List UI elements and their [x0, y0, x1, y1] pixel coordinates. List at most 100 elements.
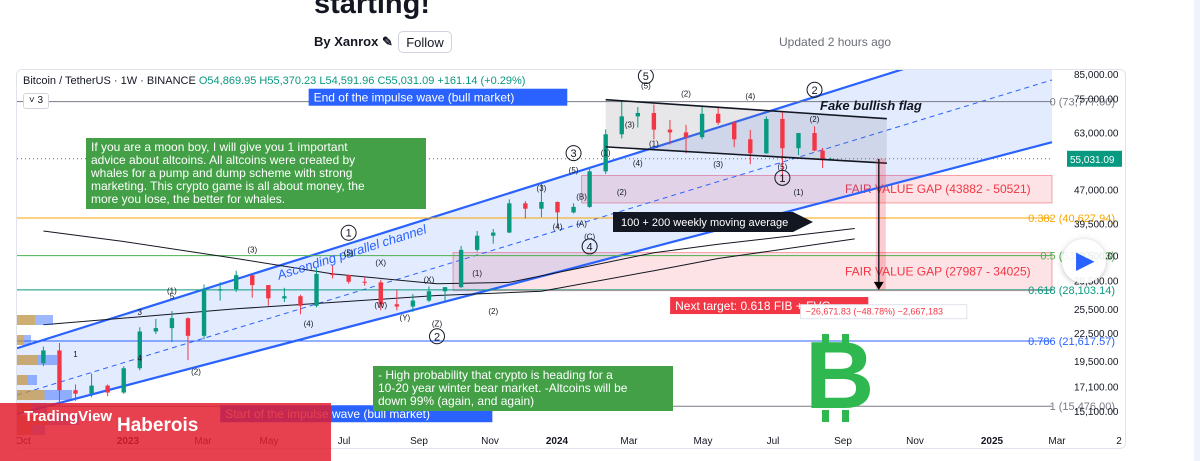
wave-label: 4: [587, 241, 593, 253]
candle-body: [603, 134, 608, 172]
candle-body: [314, 273, 319, 306]
wave-label: 1: [779, 173, 785, 185]
note-line: If you are a moon boy, I will give you 1…: [91, 140, 348, 154]
wave-circle: [565, 145, 582, 162]
candle-body: [282, 296, 287, 299]
wave-label: 5: [170, 292, 175, 301]
author-pen-icon: ✎: [381, 34, 393, 49]
play-button[interactable]: ▶: [1062, 239, 1106, 283]
volume-profile-bar: [17, 315, 35, 325]
note-text: - High probability that crypto is headin…: [378, 368, 628, 408]
candle-body: [153, 328, 159, 332]
wave-label: (3): [713, 160, 723, 169]
x-tick-label: May: [694, 436, 713, 447]
note-box: [373, 366, 673, 411]
y-tick-label: 17,100.00: [1074, 383, 1119, 394]
wave-label: (2): [810, 115, 820, 124]
watermark-handle: Haberois: [117, 415, 199, 436]
candle-body: [362, 281, 367, 283]
wave-label: (2): [617, 188, 627, 197]
candle-body: [523, 203, 528, 209]
updated-time: Updated 2 hours ago: [779, 35, 892, 49]
follow-button[interactable]: Follow: [398, 31, 452, 53]
volume-profile-bar: [17, 355, 37, 365]
y-tick-label: 29,500.00: [1074, 276, 1119, 287]
current-price-text: 55,031.09: [1070, 155, 1115, 166]
wave-label: (3): [247, 246, 257, 255]
wave-circle: [637, 70, 654, 85]
candle-body: [507, 203, 512, 233]
ma200-line: [43, 238, 855, 326]
wave-label: (1): [794, 188, 804, 197]
wave-label: (5): [344, 249, 354, 258]
page-scrollbar[interactable]: [1194, 0, 1200, 461]
wave-label: (C): [584, 232, 595, 241]
y-tick-label: 39,500.00: [1074, 219, 1119, 230]
y-tick-label: 63,000.00: [1074, 128, 1119, 139]
wave-label: 3: [570, 148, 576, 160]
wave-label: 4: [138, 354, 143, 363]
bitcoin-logo-bar: [842, 410, 849, 422]
author-line: By Xanrox ✎: [314, 34, 393, 50]
candle-body: [250, 275, 255, 286]
wave-circle: [340, 224, 357, 241]
post-title: starting!: [314, 0, 430, 20]
candle-body: [764, 118, 769, 154]
candle-body: [539, 201, 544, 209]
candle-body: [474, 235, 480, 250]
candle-body: [442, 287, 448, 292]
note-line: 10-20 year winter bear market. -Altcoins…: [378, 381, 628, 395]
bitcoin-logo-bar: [842, 334, 849, 346]
wave-label: 3: [138, 308, 143, 317]
candle-body: [587, 171, 592, 207]
wave-label: (1): [167, 286, 177, 295]
candle-body: [820, 150, 825, 160]
flag-bottom-line: [605, 146, 887, 165]
x-tick-label: Jul: [767, 436, 780, 447]
fvg-label: FAIR VALUE GAP (43882 - 50521): [845, 182, 1031, 196]
play-icon: ▶: [1076, 247, 1095, 274]
projection-arrow-head: [873, 281, 884, 290]
x-tick-label: 2024: [546, 436, 569, 447]
fib-level-label: 0.618 (28,103.14): [1028, 285, 1115, 297]
x-tick-label: Nov: [906, 436, 924, 447]
candle-body: [458, 249, 464, 288]
ma-callout-label: 100 + 200 weekly moving average: [621, 217, 788, 229]
author-prefix: By: [314, 34, 331, 49]
author-name[interactable]: Xanrox: [334, 34, 379, 49]
candle-body: [217, 289, 223, 291]
chart-svg[interactable]: FAIR VALUE GAP (43882 - 50521) FAIR VALUE…: [17, 70, 1125, 448]
channel-middle-line: [17, 79, 1053, 396]
bitcoin-logo-glyph: B: [805, 322, 874, 429]
candle-body: [41, 350, 46, 364]
candle-body: [555, 201, 560, 213]
fib-level-label: 0 (73,777.00): [1050, 97, 1115, 109]
candle-body: [378, 282, 383, 305]
wave-label: (2): [191, 368, 201, 377]
candle-body: [298, 296, 303, 306]
indicators-collapse-button[interactable]: ˅ 3: [23, 93, 49, 109]
symbol-name[interactable]: Bitcoin / TetherUS · 1W · BINANCE: [23, 75, 196, 87]
y-tick-label: 15,100.00: [1074, 407, 1119, 418]
channel-upper-line: [17, 70, 904, 350]
annotation-label: End of the impulse wave (bull market): [314, 91, 515, 105]
candle-body: [780, 118, 785, 149]
wave-label: (Y): [400, 314, 411, 323]
y-tick-label: 22,500.00: [1074, 329, 1119, 340]
x-tick-label: 2: [1116, 436, 1122, 447]
y-tick-label: 25,500.00: [1074, 305, 1119, 316]
candle-body: [73, 390, 78, 394]
tradingview-logo: TradingView: [24, 408, 113, 425]
current-price-tag: [1067, 150, 1122, 167]
x-tick-label: 2025: [981, 436, 1004, 447]
note-line: advice about altcoins. All altcoins were…: [91, 153, 355, 167]
x-tick-label: Sep: [834, 436, 852, 447]
candle-body: [491, 232, 496, 236]
candle-body: [266, 285, 271, 299]
candle-body: [732, 122, 737, 140]
note-line: down 99% (again, and again): [378, 394, 534, 408]
symbol-header[interactable]: Bitcoin / TetherUS · 1W · BINANCE O54,86…: [23, 75, 525, 87]
volume-profile-bar: [17, 335, 24, 345]
candle-body: [635, 112, 641, 117]
x-tick-label: Sep: [410, 436, 428, 447]
